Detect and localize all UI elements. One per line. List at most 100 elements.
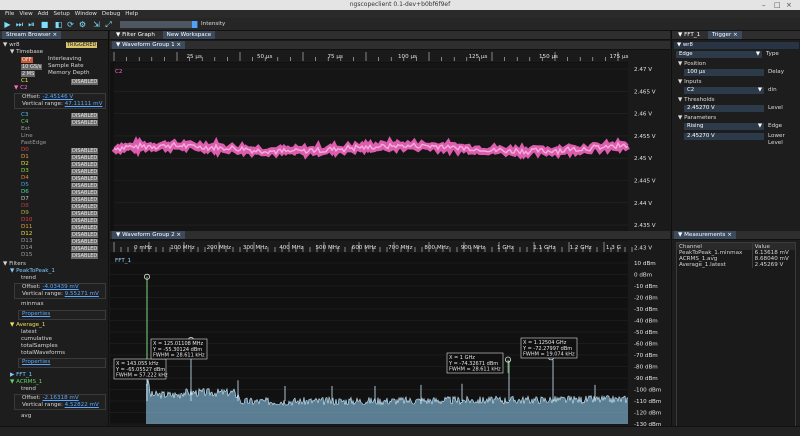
channel-d2[interactable]: D2	[21, 161, 29, 167]
channel-line[interactable]: Line	[21, 133, 33, 139]
channel-status-badge[interactable]: DISABLED	[71, 211, 99, 217]
filter-acrms[interactable]: ▼ ACRMS_1	[10, 379, 43, 385]
f4-range-value[interactable]: 4.52822 mV	[64, 402, 99, 408]
f1-properties-link[interactable]: Properties	[22, 311, 51, 317]
channel-d0[interactable]: D0	[21, 147, 29, 153]
trigger-instrument-header[interactable]: ▼ wr8	[674, 42, 799, 49]
history-icon[interactable]: ◧	[54, 20, 63, 29]
inputs-group[interactable]: ▼ Inputs	[678, 79, 702, 85]
filter-peaktopeak[interactable]: ▼ PeakToPeak_1	[10, 268, 55, 274]
table-row[interactable]: Average_1.latest 2.45269 V	[677, 262, 795, 268]
channel-d6[interactable]: D6	[21, 189, 29, 195]
parameters-group[interactable]: ▼ Parameters	[678, 115, 717, 121]
menu-debug[interactable]: Debug	[101, 11, 121, 17]
intensity-slider-handle[interactable]	[192, 21, 198, 28]
channel-d10[interactable]: D10	[21, 217, 33, 223]
channel-status-badge[interactable]: DISABLED	[71, 225, 99, 231]
table-row[interactable]: ACRMS_1.avg 8.68040 mV	[677, 256, 795, 262]
channel-status-badge[interactable]: DISABLED	[71, 218, 99, 224]
tab-filter-graph[interactable]: ▼ Filter Graph	[116, 32, 155, 38]
channel-c3[interactable]: C3	[21, 112, 29, 118]
menu-help[interactable]: Help	[125, 11, 139, 17]
tab-stream-browser[interactable]: Stream Browser ×	[2, 31, 62, 39]
channel-d9[interactable]: D9	[21, 210, 29, 216]
channel-status-badge[interactable]: DISABLED	[71, 239, 99, 245]
f1-offset-value[interactable]: -4.03439 mV	[42, 284, 79, 290]
trigger-type-select[interactable]: Edge ▼	[676, 51, 762, 58]
menu-window[interactable]: Window	[74, 11, 97, 17]
instrument-row[interactable]: ▼ wr8	[3, 42, 20, 48]
f2-properties-link[interactable]: Properties	[22, 359, 51, 365]
f4-offset-value[interactable]: -2.16318 mV	[42, 395, 79, 401]
maximize-icon[interactable]: □	[774, 1, 781, 9]
c1-status-badge[interactable]: DISABLED	[71, 79, 99, 85]
channel-d13[interactable]: D13	[21, 238, 33, 244]
tab-measurements[interactable]: ▼ Measurements ×	[674, 231, 736, 239]
channel-d12[interactable]: D12	[21, 231, 33, 237]
settings-icon[interactable]: ⚙	[78, 20, 87, 29]
channel-d5[interactable]: D5	[21, 182, 29, 188]
thresholds-group[interactable]: ▼ Thresholds	[678, 97, 715, 103]
run-icon[interactable]: ▶	[4, 20, 11, 29]
channel-status-badge[interactable]: DISABLED	[71, 148, 99, 154]
interleaving-value[interactable]: OFF	[21, 57, 33, 63]
channel-d15[interactable]: D15	[21, 252, 33, 258]
channel-status-badge[interactable]: DISABLED	[71, 169, 99, 175]
channel-status-badge[interactable]: DISABLED	[71, 113, 99, 119]
tab-new-workspace[interactable]: New Workspace	[162, 31, 216, 39]
stream-trend-2[interactable]: trend	[21, 386, 36, 392]
channel-status-badge[interactable]: DISABLED	[71, 197, 99, 203]
c2-range-value[interactable]: 47.11111 mV	[64, 101, 103, 107]
channel-c1[interactable]: C1	[21, 78, 29, 84]
channel-status-badge[interactable]: DISABLED	[71, 120, 99, 126]
channel-status-badge[interactable]: DISABLED	[71, 253, 99, 259]
filters-row[interactable]: ▼ Filters	[3, 261, 26, 267]
level-input[interactable]: 2.45270 V	[684, 105, 764, 112]
channel-d1[interactable]: D1	[21, 154, 29, 160]
channel-c2-row[interactable]: ▼ C2	[14, 85, 28, 91]
channel-status-badge[interactable]: DISABLED	[71, 204, 99, 210]
single-trigger-icon[interactable]: ⏭	[15, 20, 24, 29]
refresh-icon[interactable]: ⟳	[67, 20, 74, 29]
menu-setup[interactable]: Setup	[53, 11, 70, 17]
sample-rate-value[interactable]: 10 GS/s	[21, 64, 43, 70]
menu-add[interactable]: Add	[37, 11, 49, 17]
channel-d14[interactable]: D14	[21, 245, 33, 251]
stream-avg[interactable]: avg	[21, 413, 32, 419]
edge-select[interactable]: Rising ▼	[684, 123, 764, 130]
filter-fft[interactable]: ▶ FFT_1	[10, 372, 33, 378]
stream-totalsamples[interactable]: totalSamples	[21, 343, 58, 349]
lower-level-input[interactable]: 2.45270 V	[684, 133, 764, 140]
stream-latest[interactable]: latest	[21, 329, 37, 335]
tab-waveform-group-2[interactable]: ▼ Waveform Group 2 ×	[112, 231, 186, 239]
wg2-channel-label[interactable]: FFT_1	[115, 258, 132, 264]
channel-status-badge[interactable]: DISABLED	[71, 190, 99, 196]
column-header-channel[interactable]: Channel	[677, 243, 753, 250]
stream-trend[interactable]: trend	[21, 275, 36, 281]
tab-fft1[interactable]: ▼ FFT_1	[678, 32, 701, 38]
channel-d7[interactable]: D7	[21, 196, 29, 202]
timebase-row[interactable]: ▼ Timebase	[10, 49, 44, 55]
channel-status-badge[interactable]: DISABLED	[71, 162, 99, 168]
channel-ext[interactable]: Ext	[21, 126, 31, 132]
close-icon[interactable]: ×	[786, 1, 792, 9]
delay-input[interactable]: 100 µs	[684, 69, 764, 76]
channel-status-badge[interactable]: DISABLED	[71, 176, 99, 182]
menu-file[interactable]: File	[5, 11, 15, 17]
din-select[interactable]: C2 ▼	[684, 87, 764, 94]
minimize-icon[interactable]: –	[762, 1, 766, 9]
column-header-value[interactable]: Value	[754, 243, 771, 250]
stream-cumulative[interactable]: cumulative	[21, 336, 53, 342]
stream-minmax[interactable]: minmax	[21, 301, 44, 307]
channel-status-badge[interactable]: DISABLED	[71, 183, 99, 189]
channel-status-badge[interactable]: DISABLED	[71, 246, 99, 252]
tab-trigger[interactable]: Trigger ×	[707, 31, 742, 39]
channel-d3[interactable]: D3	[21, 168, 29, 174]
force-trigger-icon[interactable]: ⏯	[28, 20, 35, 29]
export-icon[interactable]: ⇲	[93, 20, 100, 29]
f1-range-value[interactable]: 9.55271 mV	[64, 291, 99, 297]
tab-waveform-group-1[interactable]: ▼ Waveform Group 1 ×	[112, 41, 186, 49]
fullscreen-icon[interactable]: ⤢	[105, 20, 112, 29]
c2-offset-value[interactable]: -2.45146 V	[42, 94, 74, 100]
stop-icon[interactable]: ■	[40, 20, 49, 29]
